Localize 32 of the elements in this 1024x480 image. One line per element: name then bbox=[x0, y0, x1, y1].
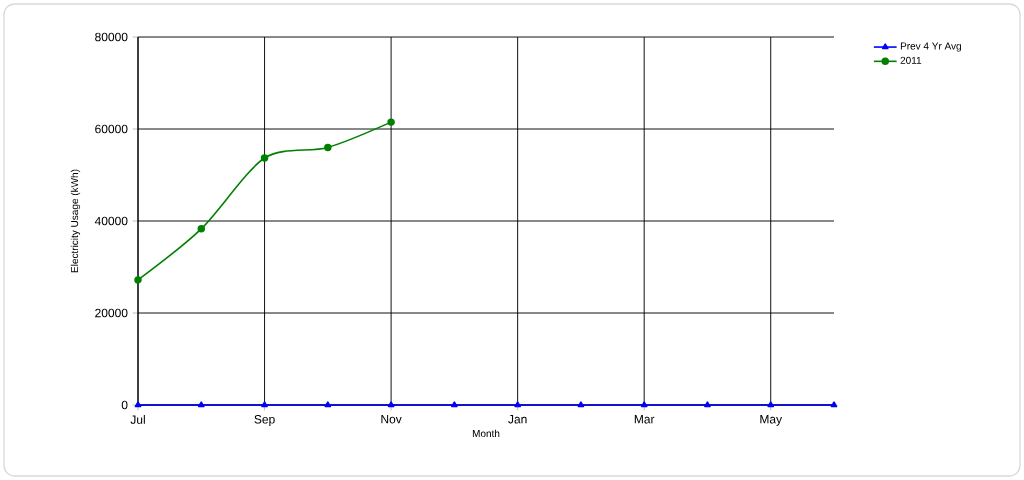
point bbox=[704, 401, 711, 408]
y-tick-label: 80000 bbox=[95, 32, 128, 42]
point bbox=[451, 401, 458, 408]
point bbox=[324, 401, 332, 408]
point bbox=[514, 401, 521, 408]
x-tick-label: Nov bbox=[381, 415, 402, 424]
point bbox=[387, 401, 395, 408]
legend-label: Prev 4 Yr Avg bbox=[900, 42, 961, 52]
y-tick-label: 0 bbox=[121, 400, 128, 410]
legend-label: 2011 bbox=[900, 56, 922, 64]
x-tick-label: May bbox=[760, 415, 783, 426]
point bbox=[261, 401, 268, 408]
y-tick-label: 40000 bbox=[94, 216, 128, 226]
point bbox=[767, 401, 775, 408]
point bbox=[197, 225, 206, 233]
point bbox=[387, 118, 395, 126]
x-tick-label: Mar bbox=[634, 415, 655, 424]
x-tick-label: Jul bbox=[130, 415, 145, 424]
point bbox=[577, 401, 585, 408]
x-axis-title: Month bbox=[472, 429, 500, 438]
y-axis-title: Electricity Usage (kWh) bbox=[70, 169, 81, 273]
point bbox=[324, 143, 332, 152]
point bbox=[260, 154, 269, 162]
point bbox=[134, 401, 142, 408]
x-tick-label: Jan bbox=[508, 415, 527, 424]
point bbox=[830, 401, 838, 408]
y-tick-label: 20000 bbox=[95, 308, 128, 318]
y-tick-label: 60000 bbox=[95, 124, 128, 134]
point bbox=[640, 401, 648, 408]
point bbox=[134, 276, 142, 284]
point bbox=[197, 401, 205, 408]
x-tick-label: Sep bbox=[254, 415, 275, 426]
